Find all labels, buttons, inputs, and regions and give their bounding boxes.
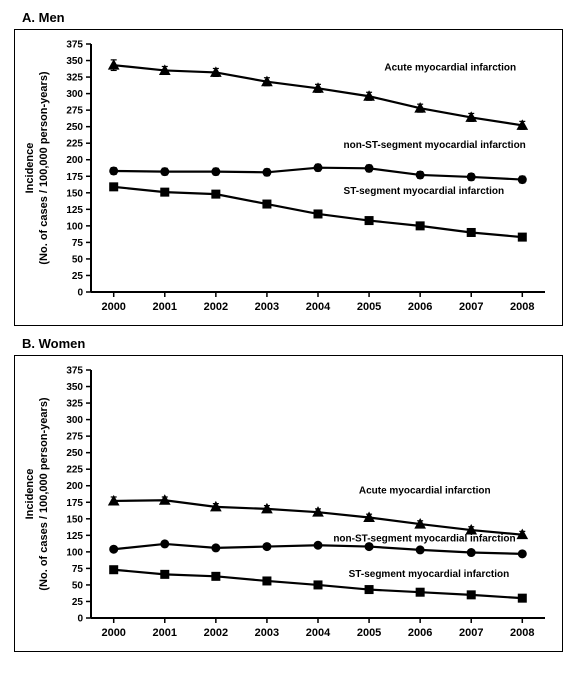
svg-text:325: 325 — [66, 73, 83, 84]
svg-text:75: 75 — [72, 238, 84, 249]
svg-text:175: 175 — [66, 172, 83, 183]
svg-text:2008: 2008 — [510, 301, 534, 313]
svg-text:2001: 2001 — [153, 627, 177, 639]
svg-text:300: 300 — [66, 89, 83, 100]
svg-text:350: 350 — [66, 382, 83, 393]
svg-text:2008: 2008 — [510, 627, 534, 639]
svg-text:150: 150 — [66, 514, 83, 525]
figure-container: A. Men 025507510012515017520022525027530… — [0, 0, 577, 664]
svg-text:2007: 2007 — [459, 301, 483, 313]
svg-text:2000: 2000 — [101, 627, 125, 639]
svg-text:250: 250 — [66, 448, 83, 459]
svg-text:2006: 2006 — [408, 301, 432, 313]
svg-text:275: 275 — [66, 432, 83, 443]
svg-text:25: 25 — [72, 597, 84, 608]
svg-text:2003: 2003 — [255, 627, 279, 639]
svg-text:(No. of cases / 100,000 person: (No. of cases / 100,000 person-years) — [38, 71, 50, 265]
svg-text:375: 375 — [66, 366, 83, 377]
svg-text:non-ST-segment myocardial infa: non-ST-segment myocardial infarction — [333, 533, 515, 544]
panel-a-box: 0 25 50 75 100 125 150 175 200 225 250 275 300 325 350… — [14, 29, 563, 326]
svg-text:2007: 2007 — [459, 627, 483, 639]
svg-text:0: 0 — [77, 614, 83, 625]
svg-text:2004: 2004 — [306, 627, 331, 639]
svg-text:2003: 2003 — [255, 301, 279, 313]
svg-text:2000: 2000 — [101, 301, 125, 313]
svg-text:2002: 2002 — [204, 301, 228, 313]
svg-text:100: 100 — [66, 221, 83, 232]
svg-text:325: 325 — [66, 399, 83, 410]
svg-text:ST-segment myocardial infarcti: ST-segment myocardial infarction — [344, 186, 505, 197]
svg-text:250: 250 — [66, 122, 83, 133]
panel-b-title: B. Women — [8, 332, 569, 353]
panel-a-chart: 0 25 50 75 100 125 150 175 200 225 250 275 300 325 350… — [15, 30, 560, 325]
svg-text:200: 200 — [66, 481, 83, 492]
svg-text:2006: 2006 — [408, 627, 432, 639]
svg-text:50: 50 — [72, 580, 84, 591]
svg-text:non-ST-segment myocardial infa: non-ST-segment myocardial infarction — [344, 140, 526, 151]
svg-text:275: 275 — [66, 106, 83, 117]
svg-text:225: 225 — [66, 139, 83, 150]
svg-text:2005: 2005 — [357, 627, 381, 639]
svg-text:2002: 2002 — [204, 627, 228, 639]
svg-text:125: 125 — [66, 531, 83, 542]
svg-text:50: 50 — [72, 254, 84, 265]
svg-text:(No. of cases / 100,000 person: (No. of cases / 100,000 person-years) — [38, 397, 50, 591]
svg-text:Incidence: Incidence — [24, 469, 36, 520]
panel-a-title: A. Men — [8, 6, 569, 27]
svg-text:150: 150 — [66, 188, 83, 199]
svg-text:0: 0 — [77, 288, 83, 299]
svg-text:100: 100 — [66, 547, 83, 558]
svg-text:ST-segment myocardial infarcti: ST-segment myocardial infarction — [349, 569, 510, 580]
svg-text:Incidence: Incidence — [24, 143, 36, 194]
svg-text:75: 75 — [72, 564, 84, 575]
svg-text:225: 225 — [66, 465, 83, 476]
svg-text:125: 125 — [66, 205, 83, 216]
svg-text:2004: 2004 — [306, 301, 331, 313]
svg-text:2001: 2001 — [153, 301, 177, 313]
panel-b-box: 0 25 50 75 100 125 150 175 200 225 250 275 300 325 350… — [14, 355, 563, 652]
panel-b-chart: 0 25 50 75 100 125 150 175 200 225 250 275 300 325 350… — [15, 356, 560, 651]
svg-text:2005: 2005 — [357, 301, 381, 313]
svg-text:375: 375 — [66, 40, 83, 51]
svg-text:200: 200 — [66, 155, 83, 166]
svg-text:Acute myocardial infarction: Acute myocardial infarction — [384, 62, 516, 73]
svg-text:300: 300 — [66, 415, 83, 426]
svg-text:25: 25 — [72, 271, 84, 282]
svg-text:Acute myocardial infarction: Acute myocardial infarction — [359, 486, 491, 497]
svg-text:175: 175 — [66, 498, 83, 509]
svg-text:350: 350 — [66, 56, 83, 67]
